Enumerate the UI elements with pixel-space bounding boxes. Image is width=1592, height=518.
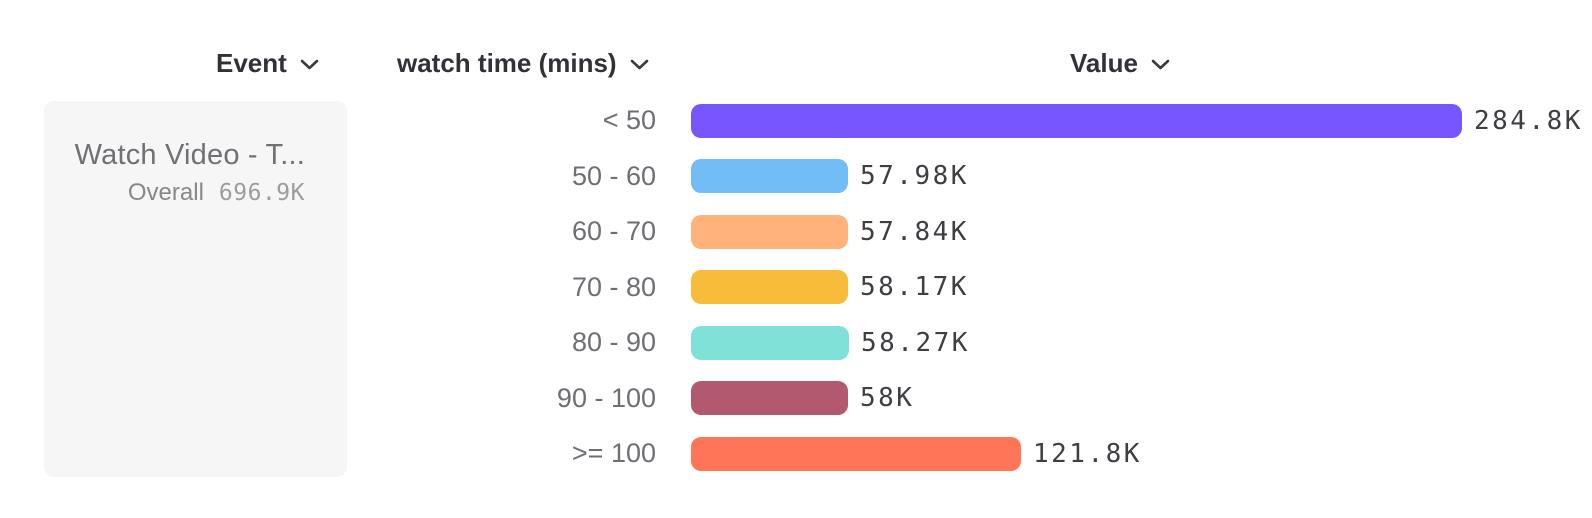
bar-row: < 50 284.8K [0,93,1592,149]
category-label: 90 - 100 [556,382,656,413]
category-label: 50 - 60 [571,160,656,191]
category-label: < 50 [602,105,656,136]
bar-value: 58.27K [861,327,970,358]
bar-row: 90 - 100 58K [0,371,1592,427]
event-card: Watch Video - T... Overall 696.9K [44,101,347,477]
bar-row: 60 - 70 57.84K [0,204,1592,260]
chevron-down-icon [1151,59,1170,70]
breakdown-column-label: watch time (mins) [397,47,617,78]
breakdown-column-header[interactable]: watch time (mins) [397,48,649,78]
bar-segment[interactable] [691,159,848,194]
bar-row: 80 - 90 58.27K [0,315,1592,371]
bar-value: 57.98K [860,161,969,192]
category-label: 70 - 80 [571,271,656,302]
bar-segment[interactable] [691,270,848,305]
category-label: >= 100 [571,438,656,469]
bar-value: 284.8K [1474,105,1583,136]
bar-chart: < 50 284.8K 50 - 60 57.98K 60 - 70 57.84K 70 -… [0,93,1592,482]
event-column-label: Event [216,47,287,78]
bar-segment[interactable] [691,436,1021,471]
bar-value: 121.8K [1033,438,1142,469]
overall-label: Overall [127,179,204,206]
event-column-header[interactable]: Event [216,48,319,78]
overall-value: 696.9K [218,180,305,206]
category-label: 60 - 70 [571,216,656,247]
bar-row: >= 100 121.8K [0,426,1592,482]
bar-value: 58.17K [860,272,969,303]
bar-row: 50 - 60 57.98K [0,149,1592,205]
event-name: Watch Video - T... [74,139,305,171]
value-column-header[interactable]: Value [1070,48,1170,78]
chevron-down-icon [630,59,648,70]
bar-segment[interactable] [691,325,849,360]
bar-row: 70 - 80 58.17K [0,260,1592,316]
bar-segment[interactable] [691,214,848,249]
value-column-label: Value [1070,47,1138,78]
chevron-down-icon [300,59,319,70]
bar-value: 57.84K [860,216,969,247]
event-overall-row: Overall 696.9K [44,179,305,207]
bar-segment[interactable] [691,103,1462,138]
bar-value: 58K [860,383,915,414]
bar-segment[interactable] [691,381,848,416]
category-label: 80 - 90 [571,327,656,358]
